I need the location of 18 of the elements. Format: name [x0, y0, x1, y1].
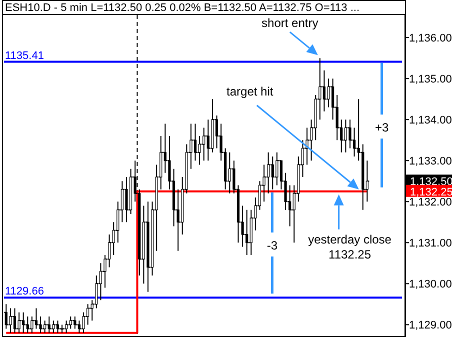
chart-title: ESH10.D - 5 min L=1132.50 0.25 0.02% B=1132.50 A=1132.75 O=113 ...: [5, 2, 360, 14]
ref-line-label: 1135.41: [5, 50, 44, 62]
y-tick-label: 1,133.00: [409, 156, 452, 168]
text: +3: [374, 120, 389, 135]
annotation: target hit: [226, 84, 274, 98]
annotation: -3: [266, 238, 278, 252]
text: 1,132.50: [410, 176, 453, 188]
y-tick-label: 1,136.00: [409, 32, 452, 45]
y-tick-label: 1,132.00: [409, 196, 452, 209]
ref-line-label: 1129.66: [5, 286, 44, 298]
y-tick-label: 1,131.00: [409, 238, 452, 250]
y-tick-label: 1,129.00: [409, 320, 452, 332]
y-tick-label: 1,135.00: [409, 74, 452, 86]
annotation: short entry: [262, 16, 318, 30]
y-tick-label: 1,134.00: [409, 114, 452, 127]
y-tick-label: 1,130.00: [409, 278, 452, 291]
text: 1,132.25: [410, 186, 453, 198]
annotation: yesterday close 1132.25: [308, 232, 392, 262]
